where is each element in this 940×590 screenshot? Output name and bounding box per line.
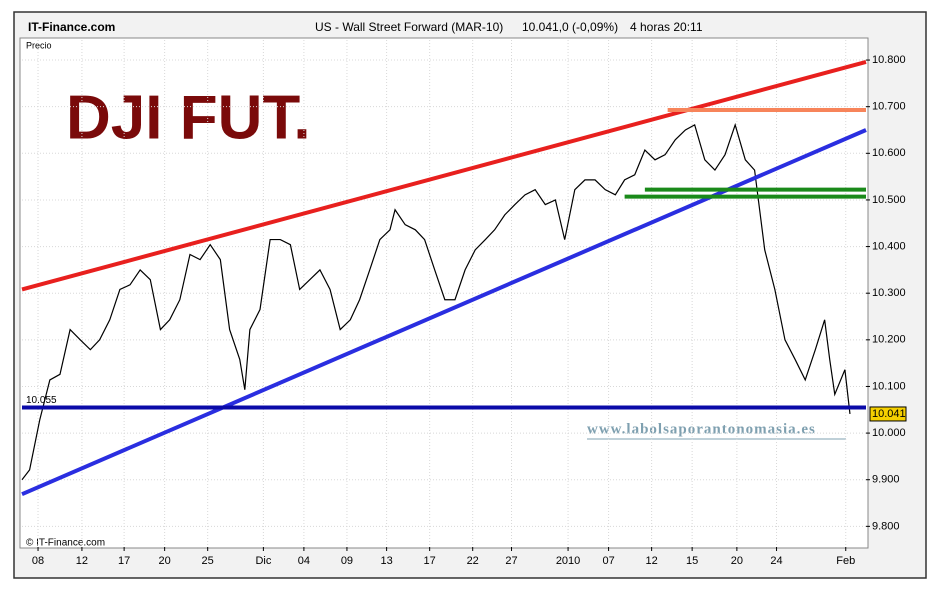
x-tick-label: 17 [424,555,436,567]
last-price-box [869,406,907,422]
x-tick-label: 12 [76,555,88,567]
y-tick-label: 10.100 [872,380,906,392]
y-tick-label: 10.600 [872,147,906,159]
price-line [21,122,851,481]
x-tick-label: 17 [118,555,130,567]
x-tick-label: 08 [32,555,44,567]
y-label: Precio [26,40,52,50]
x-tick-label: 20 [731,555,743,567]
x-tick-label: 15 [686,555,698,567]
y-tick-label: 10.000 [872,427,906,439]
copyright: © IT-Finance.com [26,538,105,549]
x-tick-label: 27 [505,555,517,567]
y-tick-label: 10.400 [872,240,906,252]
last-price-label: 10.041 [872,408,906,420]
quote: 10.041,0 (-0,09%) [522,20,618,34]
x-tick-label: 04 [298,555,310,567]
watermark: www.labolsaporantonomasia.es [587,421,816,437]
y-tick-label: 9.900 [872,474,900,486]
x-tick-label: 09 [341,555,353,567]
plot-area [19,37,869,549]
trend-line [21,59,867,292]
y-tick-label: 10.800 [872,54,906,66]
y-tick-label: 10.300 [872,287,906,299]
x-tick-label: 20 [159,555,171,567]
y-tick-label: 10.700 [872,101,906,113]
title: US - Wall Street Forward (MAR-10) [315,20,503,34]
x-tick-label: 2010 [556,555,580,567]
x-tick-label: Feb [836,555,855,567]
x-tick-label: Dic [255,555,271,567]
y-tick-label: 9.800 [872,520,900,532]
level-label: 10.055 [26,395,57,406]
x-tick-label: 07 [602,555,614,567]
annotation: DJI FUT. [66,83,311,152]
y-tick-label: 10.500 [872,194,906,206]
y-tick-label: 10.200 [872,334,906,346]
timeframe: 4 horas 20:11 [630,20,703,34]
site: IT-Finance.com [28,20,115,34]
x-tick-label: 24 [770,555,782,567]
x-tick-label: 13 [380,555,392,567]
x-tick-label: 25 [202,555,214,567]
x-tick-label: 22 [467,555,479,567]
x-tick-label: 12 [645,555,657,567]
